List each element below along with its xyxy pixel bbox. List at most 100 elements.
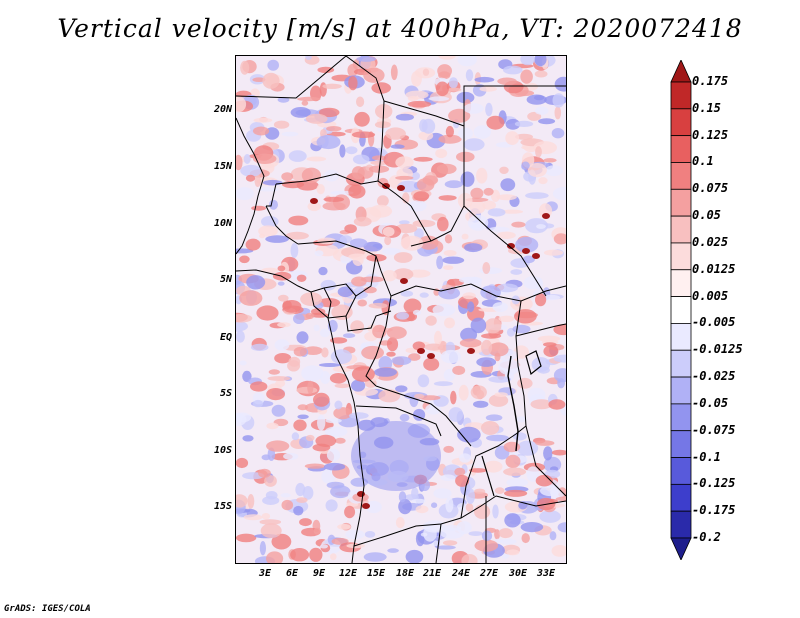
velocity-cell <box>236 320 248 332</box>
velocity-cell <box>299 518 312 527</box>
velocity-cell <box>371 82 391 94</box>
velocity-cell <box>282 300 292 310</box>
velocity-cell <box>317 66 335 74</box>
velocity-cell <box>450 390 457 405</box>
velocity-cell <box>517 440 539 456</box>
velocity-cell <box>481 530 493 542</box>
lat-label: EQ <box>219 332 232 343</box>
velocity-cell <box>261 454 271 461</box>
velocity-cell <box>297 404 308 411</box>
velocity-cell <box>395 156 414 169</box>
velocity-cell <box>470 385 487 400</box>
velocity-cell <box>324 169 339 182</box>
velocity-cell <box>350 320 365 334</box>
velocity-cell <box>382 226 395 237</box>
velocity-cell <box>266 388 285 401</box>
velocity-cell <box>261 513 271 520</box>
velocity-cell <box>496 194 517 201</box>
velocity-cell <box>461 554 478 563</box>
velocity-cell <box>487 208 506 217</box>
velocity-cell <box>301 167 321 184</box>
velocity-cell <box>352 154 370 165</box>
velocity-cell <box>322 83 342 89</box>
velocity-cell <box>458 384 469 401</box>
velocity-cell <box>281 499 294 511</box>
velocity-cell <box>503 441 521 453</box>
velocity-cell <box>259 541 266 556</box>
velocity-cell <box>503 467 527 476</box>
velocity-cell <box>551 449 566 456</box>
velocity-cell <box>486 115 505 130</box>
velocity-cell <box>334 383 351 389</box>
velocity-cell <box>316 184 325 195</box>
strong-ascent-core <box>532 253 540 259</box>
velocity-cell <box>510 269 523 275</box>
velocity-cell <box>323 196 345 202</box>
velocity-cell <box>288 150 307 162</box>
velocity-cell <box>378 389 401 403</box>
velocity-cell <box>296 497 308 503</box>
velocity-cell <box>274 353 292 364</box>
velocity-cell <box>239 290 263 306</box>
velocity-cell <box>256 305 279 321</box>
velocity-cell <box>364 531 376 538</box>
velocity-cell <box>557 522 566 533</box>
velocity-cell <box>296 386 318 394</box>
velocity-cell <box>499 166 509 174</box>
velocity-cell <box>473 125 492 139</box>
velocity-cell <box>534 56 547 67</box>
velocity-cell <box>411 487 419 500</box>
velocity-cell <box>381 270 397 282</box>
velocity-cell <box>236 457 249 469</box>
velocity-cell <box>264 475 277 487</box>
velocity-cell <box>499 538 517 545</box>
colorbar-tick-label: -0.175 <box>692 503 736 518</box>
colorbar-tick-label: 0.025 <box>692 234 729 249</box>
velocity-cell <box>365 500 382 514</box>
velocity-cell <box>277 96 290 103</box>
strong-ascent-core <box>542 213 550 219</box>
velocity-cell <box>399 413 410 422</box>
velocity-cell <box>476 357 497 367</box>
strong-ascent-core <box>522 248 530 254</box>
velocity-cell <box>387 548 399 553</box>
velocity-cell <box>469 468 487 473</box>
velocity-cell <box>462 292 476 300</box>
velocity-cell <box>330 485 351 499</box>
velocity-cell <box>457 426 481 443</box>
velocity-cell <box>258 225 278 237</box>
velocity-cell <box>512 432 527 441</box>
velocity-cell <box>306 156 327 162</box>
velocity-cell <box>516 416 527 423</box>
velocity-cell <box>440 349 461 364</box>
velocity-cell <box>413 156 433 162</box>
velocity-cell <box>325 499 338 512</box>
colorbar-band <box>670 296 692 324</box>
velocity-cell <box>440 474 456 482</box>
velocity-cell <box>348 76 358 91</box>
velocity-cell <box>319 328 330 338</box>
map-panel <box>235 55 567 564</box>
velocity-cell <box>395 517 405 529</box>
velocity-cell <box>460 327 478 342</box>
velocity-cell <box>373 367 397 377</box>
velocity-cell <box>551 545 566 557</box>
velocity-cell <box>317 414 326 431</box>
velocity-cell <box>262 72 280 89</box>
velocity-cell <box>297 96 321 102</box>
velocity-cell <box>481 333 502 339</box>
velocity-cell <box>448 77 458 89</box>
velocity-cell <box>440 528 464 539</box>
velocity-cell <box>435 148 448 159</box>
velocity-cell <box>543 345 559 358</box>
velocity-cell <box>480 285 501 300</box>
velocity-cell <box>330 337 348 344</box>
velocity-cell <box>415 505 429 514</box>
velocity-cell <box>250 381 268 392</box>
velocity-cell <box>391 356 412 365</box>
velocity-cell <box>552 93 565 108</box>
velocity-cell <box>470 187 484 200</box>
velocity-cell <box>265 235 289 243</box>
velocity-cell <box>324 426 348 437</box>
velocity-cell <box>520 56 535 66</box>
